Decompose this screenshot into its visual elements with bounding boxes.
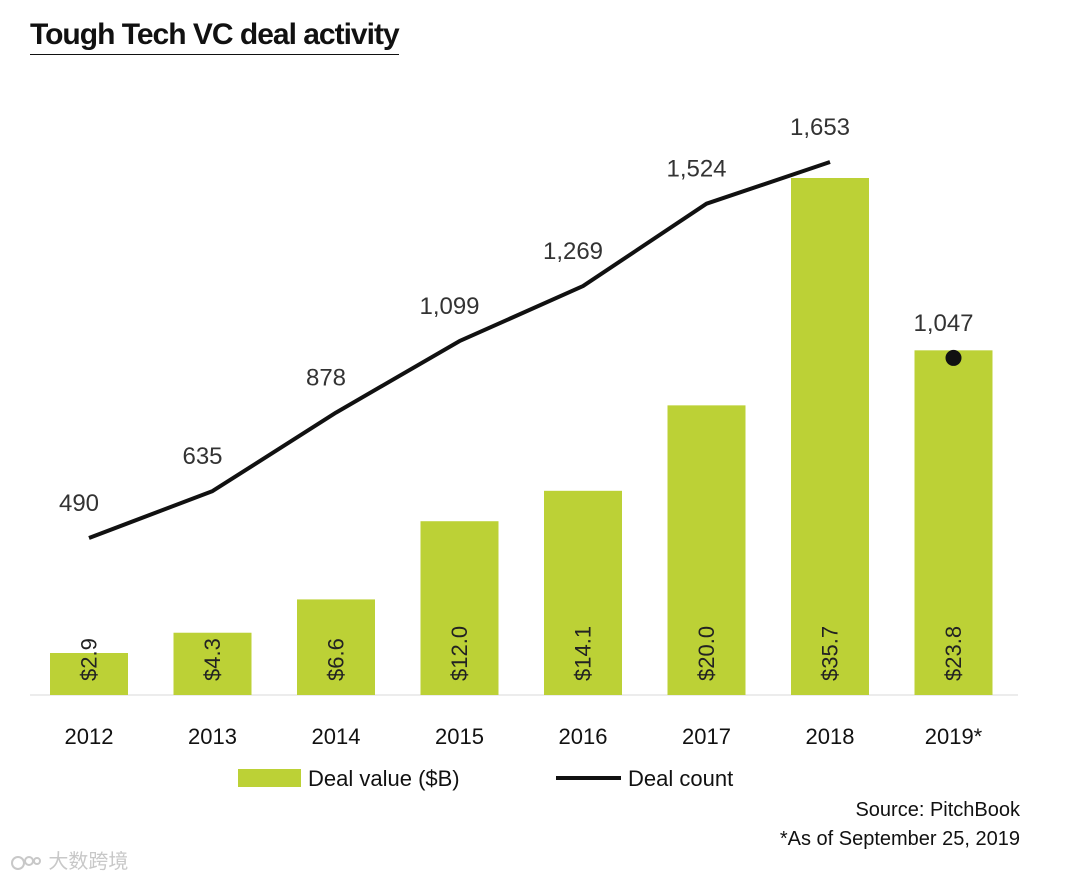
x-tick-labels: 2012 2013 2014 2015 2016 2017 2018 2019* [65, 724, 983, 749]
bar-2018 [791, 178, 869, 695]
legend-bar-label: Deal value ($B) [308, 766, 460, 791]
bars-layer: $2.9 $4.3 $6.6 $12.0 $14.1 $20.0 $35.7 $23.8 [50, 178, 993, 695]
bar-2017 [667, 405, 746, 695]
deal-count-label: 1,524 [666, 156, 726, 183]
bar-value-label: $23.8 [941, 626, 966, 681]
bar-2013 [173, 632, 252, 695]
watermark-logo-icon [11, 855, 41, 870]
bar-2019* [914, 350, 993, 695]
bar-value-label: $12.0 [447, 626, 472, 681]
bar-value-label: $14.1 [571, 626, 596, 681]
bar-2016 [544, 490, 622, 695]
source-line: Source: PitchBook [855, 799, 1020, 821]
x-tick-label: 2019* [925, 724, 983, 749]
legend: Deal value ($B) Deal count [238, 766, 733, 791]
deal-count-point-2019 [945, 349, 962, 366]
x-tick-label: 2013 [188, 724, 237, 749]
x-tick-label: 2014 [312, 724, 361, 749]
source-note: Source: PitchBook *As of September 25, 2… [780, 796, 1020, 854]
x-tick-label: 2012 [65, 724, 114, 749]
line-layer: 490 635 878 1,099 1,269 1,524 1,653 1,047 [59, 114, 974, 540]
x-tick-label: 2015 [435, 724, 484, 749]
deal-count-label: 1,653 [790, 114, 850, 141]
watermark-text: 大数跨境 [48, 849, 129, 873]
bar-2015 [420, 521, 499, 695]
deal-count-label: 878 [306, 365, 346, 392]
legend-bar-swatch [238, 769, 301, 787]
x-tick-label: 2016 [559, 724, 608, 749]
bar-value-label: $6.6 [324, 638, 349, 681]
bar-2012 [50, 653, 128, 695]
deal-count-label: 1,099 [419, 293, 479, 320]
deal-count-label: 1,047 [913, 310, 973, 337]
asof-line: *As of September 25, 2019 [779, 828, 1020, 850]
deal-count-label: 1,269 [543, 238, 603, 265]
bar-value-label: $2.9 [77, 638, 102, 681]
bar-2014 [297, 599, 375, 695]
watermark: 大数跨境 [10, 845, 128, 874]
x-tick-label: 2018 [806, 724, 855, 749]
x-tick-label: 2017 [682, 724, 731, 749]
bar-value-label: $20.0 [694, 626, 719, 681]
legend-line-label: Deal count [628, 766, 733, 791]
bar-value-label: $4.3 [200, 638, 225, 681]
chart-title: Tough Tech VC deal activity [30, 18, 400, 55]
deal-count-line [88, 160, 831, 540]
bar-value-label: $35.7 [818, 626, 843, 681]
deal-count-label: 635 [182, 443, 222, 470]
deal-count-label: 490 [59, 490, 99, 517]
